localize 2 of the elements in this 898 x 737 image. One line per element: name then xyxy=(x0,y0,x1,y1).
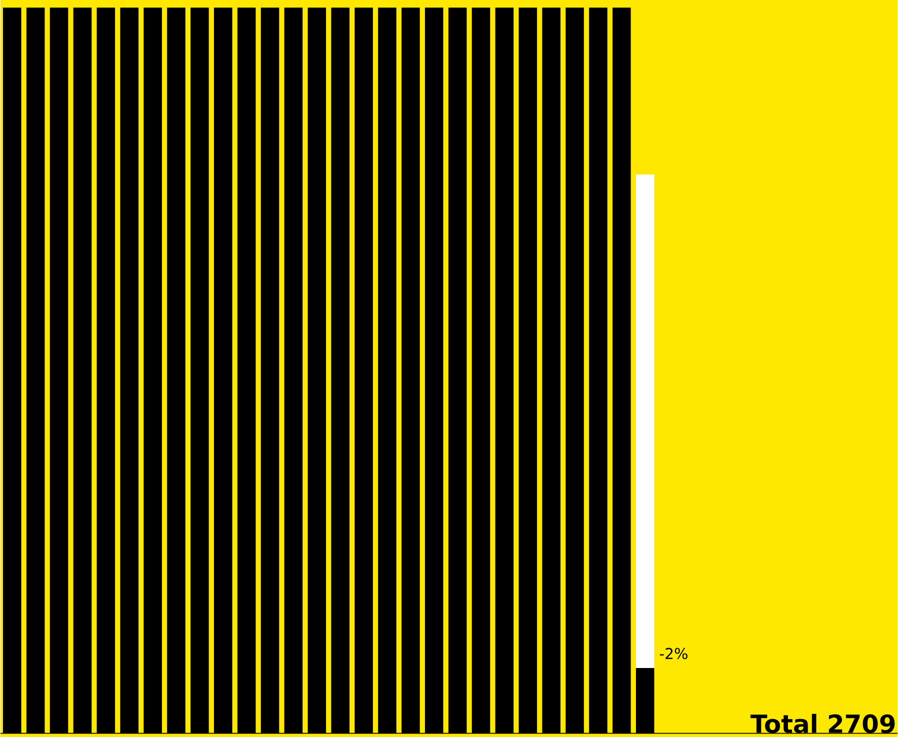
text: -2% xyxy=(660,648,688,659)
text: Total 2709 xyxy=(750,714,895,733)
